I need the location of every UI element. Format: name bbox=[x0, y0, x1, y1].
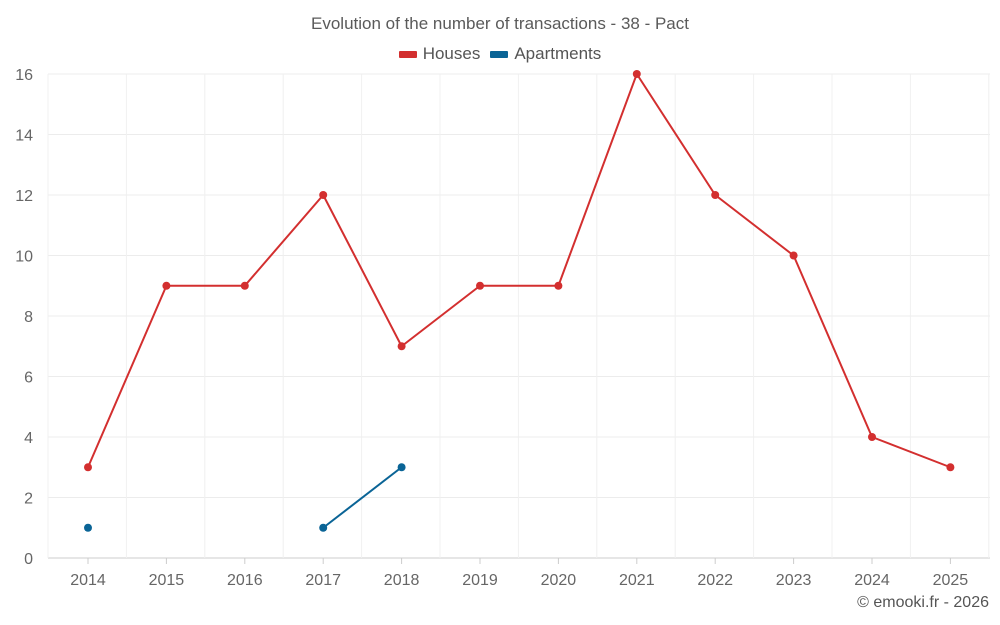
x-tick-label: 2021 bbox=[619, 572, 655, 589]
credit-text: © emooki.fr - 2026 bbox=[857, 594, 989, 611]
data-point-houses[interactable] bbox=[240, 281, 249, 290]
data-point-houses[interactable] bbox=[868, 433, 876, 441]
y-tick-label: 6 bbox=[24, 370, 33, 387]
y-tick-label: 12 bbox=[15, 188, 33, 205]
x-tick-label: 2024 bbox=[854, 572, 890, 589]
y-tick-label: 2 bbox=[24, 491, 33, 508]
x-tick-label: 2014 bbox=[70, 572, 106, 589]
y-tick-label: 8 bbox=[24, 309, 33, 326]
legend-item-apartments[interactable]: Apartments bbox=[490, 44, 601, 64]
y-tick-label: 14 bbox=[15, 128, 33, 145]
x-tick-label: 2025 bbox=[933, 572, 969, 589]
series-line-apartments bbox=[322, 466, 403, 529]
chart-title: Evolution of the number of transactions … bbox=[311, 14, 689, 33]
data-point-apartments[interactable] bbox=[397, 463, 406, 472]
legend-item-houses[interactable]: Houses bbox=[398, 44, 481, 64]
data-point-houses[interactable] bbox=[84, 463, 92, 472]
data-point-houses[interactable] bbox=[789, 251, 798, 260]
data-point-houses[interactable] bbox=[711, 191, 720, 199]
legend: Houses Apartments bbox=[0, 44, 1000, 64]
data-point-houses[interactable] bbox=[162, 281, 171, 290]
data-point-apartments[interactable] bbox=[84, 523, 92, 532]
data-point-houses[interactable] bbox=[946, 463, 955, 472]
data-point-apartments[interactable] bbox=[319, 523, 328, 532]
y-tick-label: 4 bbox=[24, 430, 33, 447]
x-tick-label: 2016 bbox=[227, 572, 263, 589]
data-point-houses[interactable] bbox=[632, 70, 641, 78]
x-tick-label: 2022 bbox=[697, 572, 733, 589]
data-point-houses[interactable] bbox=[554, 281, 563, 290]
x-tick-label: 2017 bbox=[305, 572, 341, 589]
data-point-houses[interactable] bbox=[319, 191, 328, 199]
x-tick-label: 2023 bbox=[776, 572, 812, 589]
data-point-houses[interactable] bbox=[397, 342, 406, 351]
legend-swatch-houses bbox=[398, 50, 417, 58]
x-tick-label: 2015 bbox=[149, 572, 185, 589]
legend-swatch-apartments bbox=[490, 50, 509, 58]
x-tick-label: 2018 bbox=[384, 572, 420, 589]
legend-label-houses: Houses bbox=[422, 44, 481, 63]
y-tick-label: 0 bbox=[24, 551, 33, 568]
legend-label-apartments: Apartments bbox=[514, 44, 602, 63]
series-line-houses bbox=[87, 73, 951, 469]
y-tick-label: 10 bbox=[15, 249, 33, 266]
x-tick-label: 2020 bbox=[541, 572, 577, 589]
x-tick-label: 2019 bbox=[462, 572, 498, 589]
y-tick-label: 16 bbox=[15, 67, 33, 84]
data-point-houses[interactable] bbox=[476, 281, 484, 290]
